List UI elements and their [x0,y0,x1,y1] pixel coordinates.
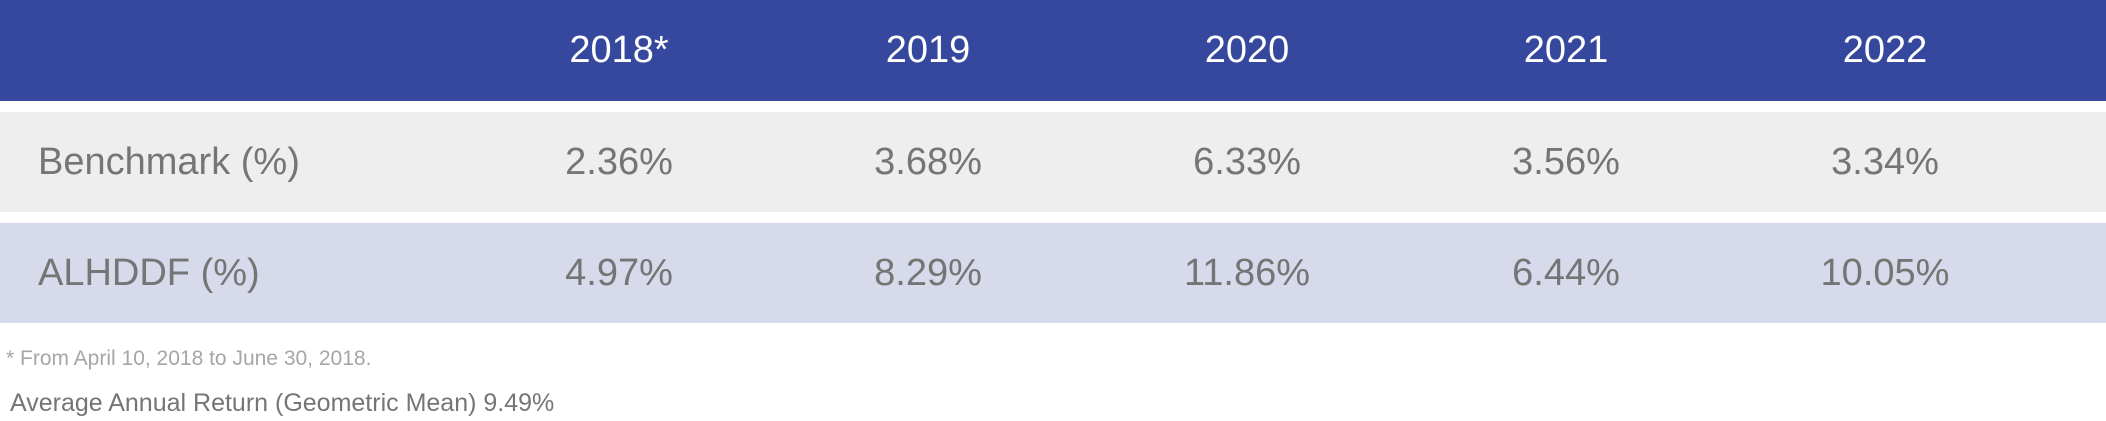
row-label: ALHDDF (%) [38,251,260,294]
benchmark-row: Benchmark (%) 2.36% 3.68% 6.33% 3.56% 3.… [0,112,2106,212]
table-cell: 6.33% [1193,140,1301,183]
table-cell: 2.36% [565,140,673,183]
table-cell: 3.34% [1831,140,1939,183]
table-cell: 3.56% [1512,140,1620,183]
column-header: 2020 [1204,29,1290,71]
table-cell: 6.44% [1512,251,1620,294]
column-header: 2022 [1842,29,1928,71]
column-header: 2018* [569,29,669,71]
table-cell: 3.68% [874,140,982,183]
table-cell: 4.97% [565,251,673,294]
footnote: * From April 10, 2018 to June 30, 2018. [6,347,372,370]
header-row: 2018* 2019 2020 2021 2022 [0,0,2106,101]
table-cell: 11.86% [1183,251,1311,294]
row-label: Benchmark (%) [38,140,300,183]
table-cell: 10.05% [1820,251,1950,294]
table-cell: 8.29% [874,251,982,294]
column-header: 2019 [885,29,971,71]
average-return-summary: Average Annual Return (Geometric Mean) 9… [10,389,555,417]
fund-row: ALHDDF (%) 4.97% 8.29% 11.86% 6.44% 10.0… [0,223,2106,323]
column-header: 2021 [1523,29,1609,71]
